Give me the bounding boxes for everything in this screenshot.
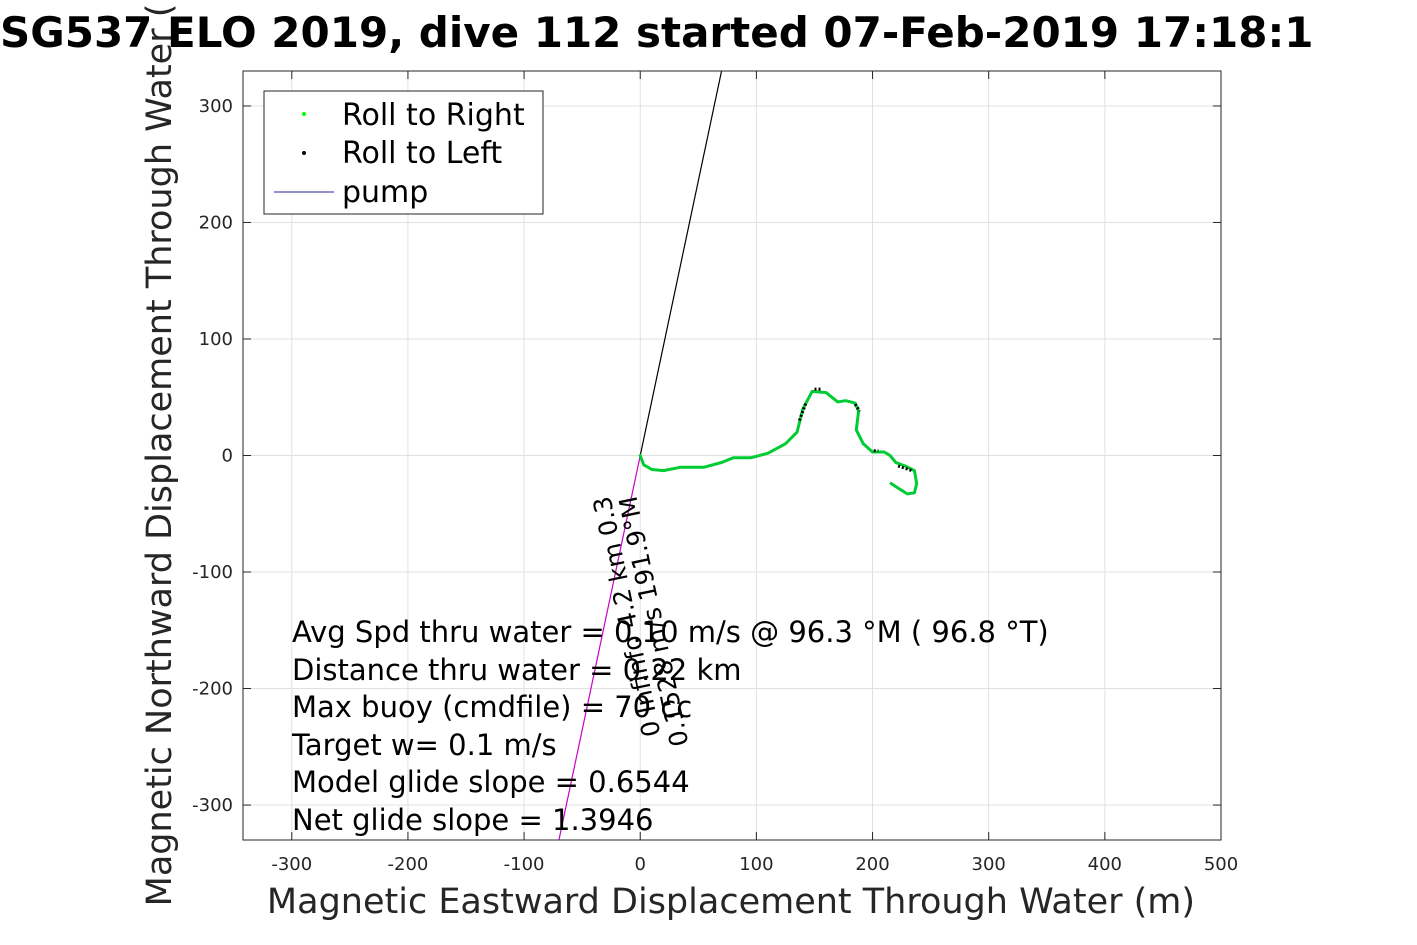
x-tick-label: 100 xyxy=(739,854,773,875)
track-roll-left xyxy=(897,464,913,473)
y-tick-label: -300 xyxy=(192,795,233,816)
axes-box xyxy=(242,70,1222,841)
y-tick-label: 300 xyxy=(199,96,233,117)
heading-line xyxy=(639,71,723,456)
annotation-target-w: Target w= 0.1 m/s xyxy=(291,728,557,762)
x-tick-label: 0 xyxy=(635,854,646,875)
x-tick-label: -300 xyxy=(271,854,312,875)
legend-marker-roll-right xyxy=(302,112,306,116)
annotation-net-glide: Net glide slope = 1.3946 xyxy=(292,803,653,837)
y-tick-label: -100 xyxy=(192,562,233,583)
track-roll-right xyxy=(638,389,919,496)
legend: Roll to Right Roll to Left pump xyxy=(263,90,544,215)
y-tick-labels: -300 -200 -100 0 100 200 300 xyxy=(192,96,233,816)
legend-label-roll-right: Roll to Right xyxy=(342,98,525,133)
y-tick-label: 200 xyxy=(199,212,233,233)
x-tick-label: -200 xyxy=(388,854,429,875)
legend-label-pump: pump xyxy=(342,175,428,210)
y-tick-label: 100 xyxy=(199,329,233,350)
y-tick-label: 0 xyxy=(222,446,233,467)
annotation-model-glide: Model glide slope = 0.6544 xyxy=(292,765,690,799)
y-tick-label: -200 xyxy=(192,679,233,700)
x-tick-labels: -300 -200 -100 0 100 200 300 400 500 xyxy=(271,854,1238,875)
grid xyxy=(243,71,1222,840)
annotation-max-buoy: Max buoy (cmdfile) = 70 cc xyxy=(292,690,692,724)
track-roll-left xyxy=(853,403,862,413)
legend-box xyxy=(263,90,544,215)
x-tick-label: 500 xyxy=(1204,854,1238,875)
legend-marker-roll-left xyxy=(302,151,306,155)
x-tick-label: 400 xyxy=(1088,854,1122,875)
y-axis-label: Magnetic Northward Displacement Through … xyxy=(140,4,180,907)
annotations: Avg Spd thru water = 0.10 m/s @ 96.3 °M … xyxy=(291,615,1049,837)
track-roll-left xyxy=(797,401,808,422)
data-series xyxy=(558,71,919,840)
x-tick-label: 200 xyxy=(855,854,889,875)
current-line xyxy=(558,455,641,840)
annotation-distance: Distance thru water = 0.22 km xyxy=(292,653,742,687)
annotation-avg-speed: Avg Spd thru water = 0.10 m/s @ 96.3 °M … xyxy=(292,615,1049,649)
x-tick-label: -100 xyxy=(504,854,545,875)
legend-label-roll-left: Roll to Left xyxy=(342,136,502,171)
x-axis-label: Magnetic Eastward Displacement Through W… xyxy=(267,882,1195,922)
x-tick-label: 300 xyxy=(972,854,1006,875)
chart-title: SG537 ELO 2019, dive 112 started 07-Feb-… xyxy=(0,8,1313,57)
